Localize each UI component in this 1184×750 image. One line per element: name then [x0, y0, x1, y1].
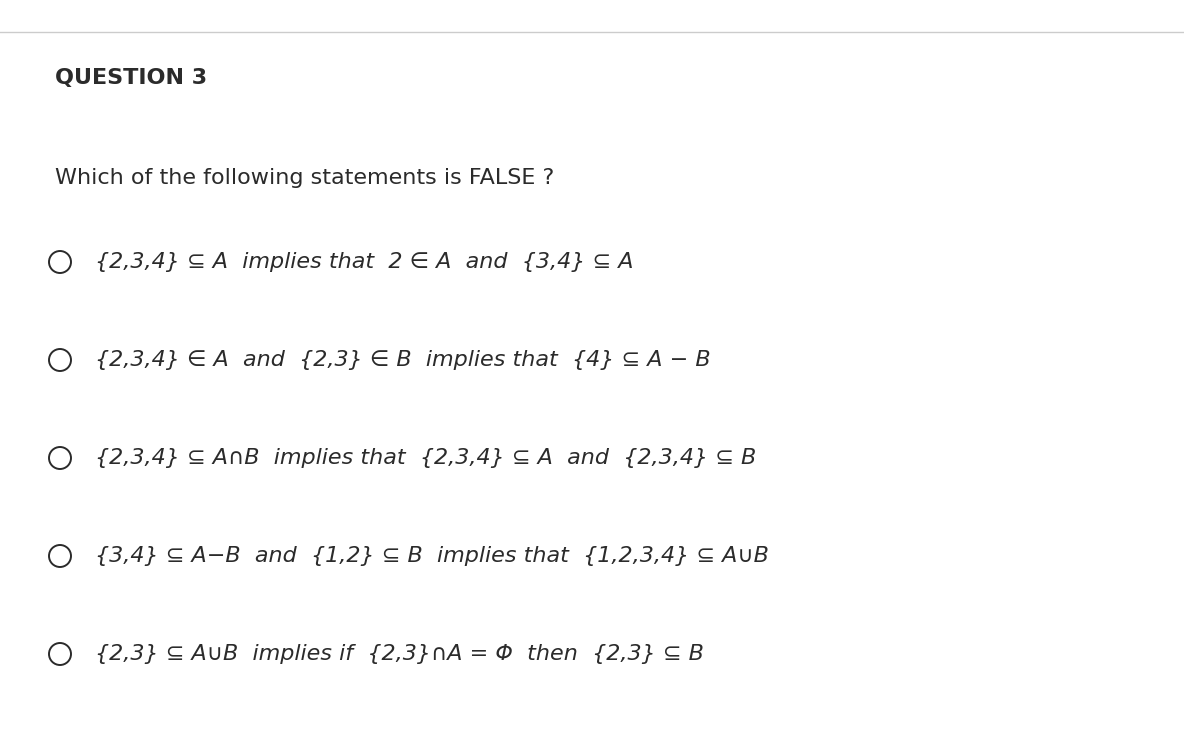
Text: Which of the following statements is FALSE ?: Which of the following statements is FAL… [54, 168, 554, 188]
Text: {2,3,4} ⊆ A∩B  implies that  {2,3,4} ⊆ A  and  {2,3,4} ⊆ B: {2,3,4} ⊆ A∩B implies that {2,3,4} ⊆ A a… [95, 448, 757, 468]
Text: {2,3} ⊆ A∪B  implies if  {2,3}∩A = Φ  then  {2,3} ⊆ B: {2,3} ⊆ A∪B implies if {2,3}∩A = Φ then … [95, 644, 703, 664]
Text: {3,4} ⊆ A−B  and  {1,2} ⊆ B  implies that  {1,2,3,4} ⊆ A∪B: {3,4} ⊆ A−B and {1,2} ⊆ B implies that {… [95, 546, 768, 566]
Text: {2,3,4} ⊆ A  implies that  2 ∈ A  and  {3,4} ⊆ A: {2,3,4} ⊆ A implies that 2 ∈ A and {3,4}… [95, 252, 633, 272]
Text: QUESTION 3: QUESTION 3 [54, 68, 207, 88]
Text: {2,3,4} ∈ A  and  {2,3} ∈ B  implies that  {4} ⊆ A − B: {2,3,4} ∈ A and {2,3} ∈ B implies that {… [95, 350, 710, 370]
